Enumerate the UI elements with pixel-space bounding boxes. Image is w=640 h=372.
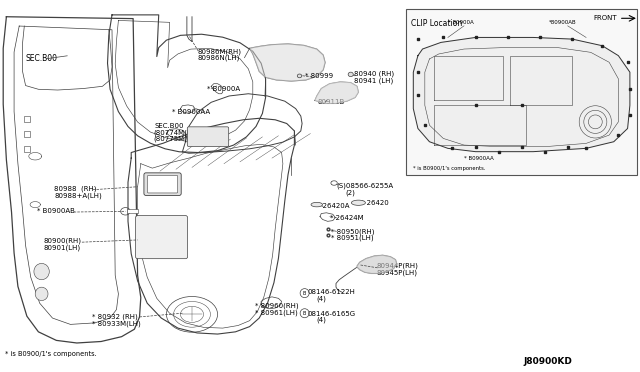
Text: SEC.B00: SEC.B00 (26, 54, 58, 63)
Text: (2): (2) (346, 189, 355, 196)
Ellipse shape (34, 263, 49, 280)
Text: * 80950(RH): * 80950(RH) (331, 228, 374, 235)
Text: * 80951(LH): * 80951(LH) (331, 235, 374, 241)
Text: 80986N(LH): 80986N(LH) (197, 55, 239, 61)
Text: * 26424M: * 26424M (330, 215, 364, 221)
Text: FRONT: FRONT (593, 15, 617, 21)
FancyBboxPatch shape (188, 127, 228, 147)
Text: * B0900AA: * B0900AA (464, 156, 493, 161)
FancyBboxPatch shape (136, 216, 188, 259)
Text: * 80932 (RH): * 80932 (RH) (92, 314, 137, 320)
Bar (24, 146, 30, 152)
Text: CLIP Location: CLIP Location (412, 19, 463, 28)
FancyBboxPatch shape (147, 175, 178, 193)
Text: J80900KD: J80900KD (524, 357, 573, 366)
Bar (24, 131, 30, 137)
Text: * 80961(LH): * 80961(LH) (255, 310, 298, 317)
Text: 80900(RH): 80900(RH) (44, 238, 81, 244)
Bar (406, 9, 637, 175)
Text: SEC.B00: SEC.B00 (155, 123, 184, 129)
Text: S: S (331, 180, 333, 186)
Text: * 80960(RH): * 80960(RH) (255, 303, 298, 310)
Text: 80944P(RH): 80944P(RH) (376, 262, 418, 269)
Text: * is B0900/1's components.: * is B0900/1's components. (413, 166, 486, 171)
Text: *80900AB: *80900AB (549, 20, 577, 25)
Bar (127, 209, 138, 213)
Ellipse shape (331, 181, 337, 185)
Ellipse shape (35, 287, 48, 301)
Text: 80940 (RH): 80940 (RH) (354, 70, 394, 77)
Ellipse shape (351, 200, 365, 205)
Text: (S)08566-6255A: (S)08566-6255A (337, 183, 394, 189)
Text: B: B (303, 311, 307, 316)
Text: 80986M(RH): 80986M(RH) (197, 48, 241, 55)
Polygon shape (357, 255, 397, 273)
Text: (80775M(LH): (80775M(LH) (154, 136, 199, 142)
Text: B: B (303, 291, 307, 296)
Text: * 80900A: * 80900A (448, 20, 474, 25)
Polygon shape (250, 44, 325, 81)
Text: 80911B: 80911B (317, 99, 345, 105)
Text: * B0900A: * B0900A (207, 86, 240, 92)
Text: 80941 (LH): 80941 (LH) (354, 77, 393, 84)
Text: 80988  (RH): 80988 (RH) (54, 186, 97, 192)
Ellipse shape (297, 74, 302, 78)
Text: 80945P(LH): 80945P(LH) (376, 269, 417, 276)
Polygon shape (413, 38, 630, 152)
Ellipse shape (311, 202, 323, 207)
Text: * is B0900/1's components.: * is B0900/1's components. (5, 351, 97, 357)
Text: (80774M(RH): (80774M(RH) (154, 129, 200, 136)
Text: (4): (4) (316, 295, 326, 302)
FancyBboxPatch shape (144, 173, 181, 195)
Text: * 26420A: * 26420A (317, 203, 349, 209)
Polygon shape (315, 82, 358, 103)
Text: 80988+A(LH): 80988+A(LH) (54, 193, 102, 199)
Text: 80901(LH): 80901(LH) (44, 245, 81, 251)
Text: * 80933M(LH): * 80933M(LH) (92, 320, 140, 327)
Text: (4): (4) (316, 317, 326, 323)
Bar (24, 116, 30, 122)
Text: * B0900AA: * B0900AA (172, 109, 210, 115)
Text: * 80999: * 80999 (305, 73, 333, 79)
Text: * 26420: * 26420 (361, 200, 388, 206)
Text: 08146-6165G: 08146-6165G (308, 311, 356, 317)
Text: * B0900AB: * B0900AB (37, 208, 75, 214)
Ellipse shape (348, 72, 353, 77)
Text: 08146-6122H: 08146-6122H (308, 289, 356, 295)
